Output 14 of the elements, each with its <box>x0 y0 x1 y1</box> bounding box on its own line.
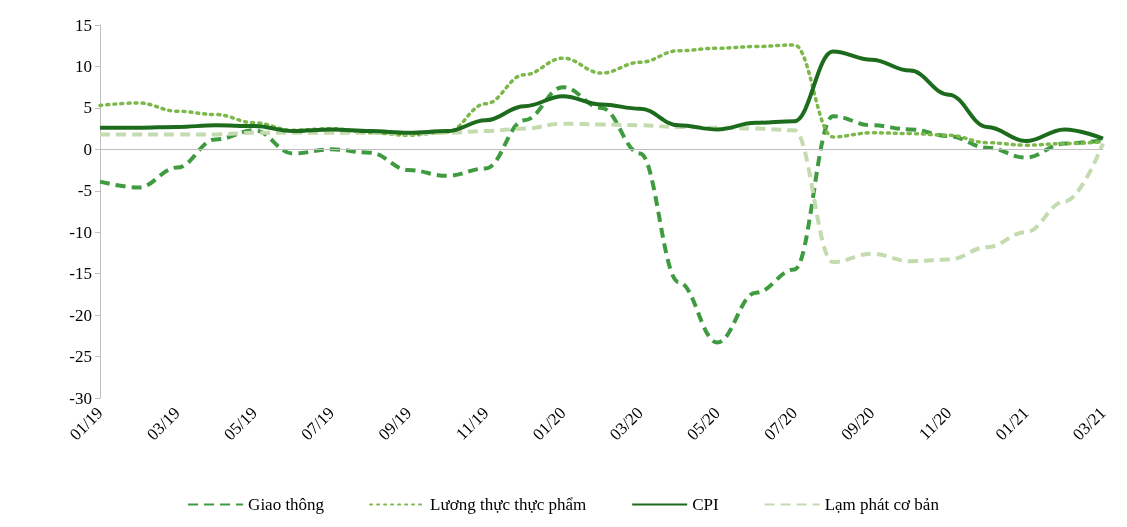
y-tick-label: -25 <box>69 347 92 367</box>
y-tick-label: -5 <box>77 181 92 201</box>
y-tick-label: 15 <box>75 15 92 35</box>
y-tick-label: -20 <box>69 305 92 325</box>
legend-label: Giao thông <box>248 495 325 514</box>
y-tick-label: 5 <box>83 98 92 118</box>
legend-label: CPI <box>692 495 719 514</box>
y-tick-label: -15 <box>69 264 92 284</box>
legend-label: Lương thực thực phẩm <box>430 495 587 514</box>
y-tick-label: 10 <box>75 56 92 76</box>
y-tick-label: -10 <box>69 222 92 242</box>
legend-label: Lạm phát cơ bản <box>824 495 940 514</box>
y-tick-label: 0 <box>83 139 92 159</box>
y-tick-label: -30 <box>69 388 92 408</box>
